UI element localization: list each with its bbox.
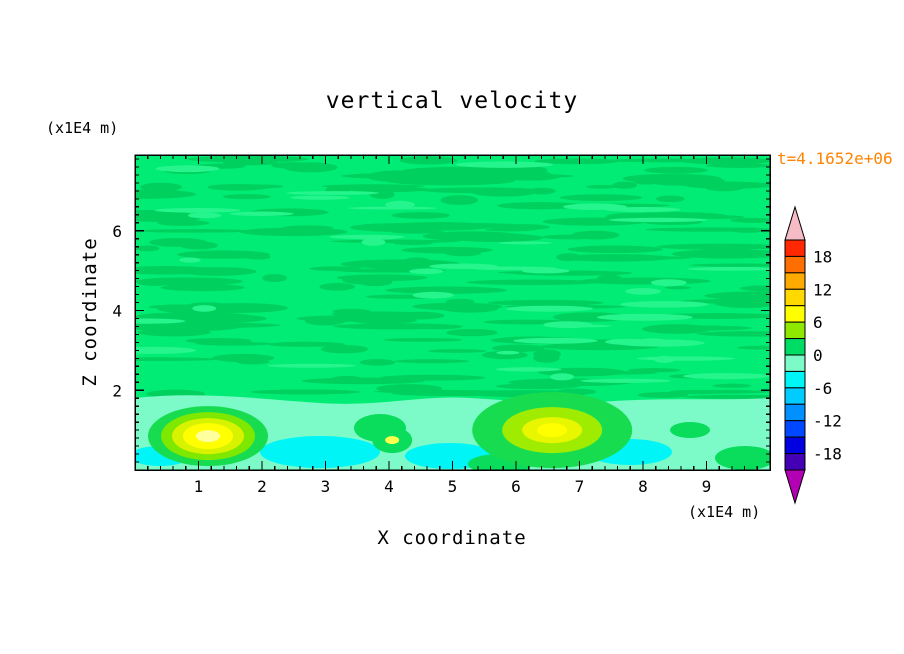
svg-text:3: 3 [321,477,331,496]
colorbar [784,205,806,505]
svg-text:0: 0 [813,346,823,365]
svg-text:8: 8 [638,477,648,496]
contour-field [135,155,770,470]
svg-text:-6: -6 [813,379,832,398]
colorbar-labels: 18 12 6 0 -6 -12 -18 [813,247,842,463]
timestamp-label: t=4.1652e+06 [777,149,893,168]
axis-ticks [134,155,771,471]
svg-text:7: 7 [575,477,585,496]
plot-title: vertical velocity [325,88,579,114]
z-axis-unit-label: (x1E4 m) [46,119,119,137]
svg-text:5: 5 [448,477,458,496]
svg-text:6: 6 [112,222,122,241]
svg-text:-18: -18 [813,445,842,464]
svg-text:12: 12 [813,280,832,299]
svg-text:9: 9 [702,477,712,496]
svg-text:2: 2 [112,381,122,400]
svg-text:6: 6 [511,477,521,496]
svg-text:4: 4 [112,302,122,321]
x-axis-label: X coordinate [377,527,527,549]
colorbar-arrow-up [784,205,806,241]
z-tick-labels: 2 4 6 [112,222,122,400]
svg-text:2: 2 [257,477,267,496]
colorbar-arrow-down [784,469,806,505]
svg-text:4: 4 [384,477,394,496]
x-axis-unit-label: (x1E4 m) [688,503,761,521]
svg-text:-12: -12 [813,412,842,431]
x-tick-labels: 1 2 3 4 5 6 7 8 9 [194,477,712,496]
svg-text:18: 18 [813,247,832,266]
svg-text:6: 6 [813,313,823,332]
svg-text:1: 1 [194,477,204,496]
